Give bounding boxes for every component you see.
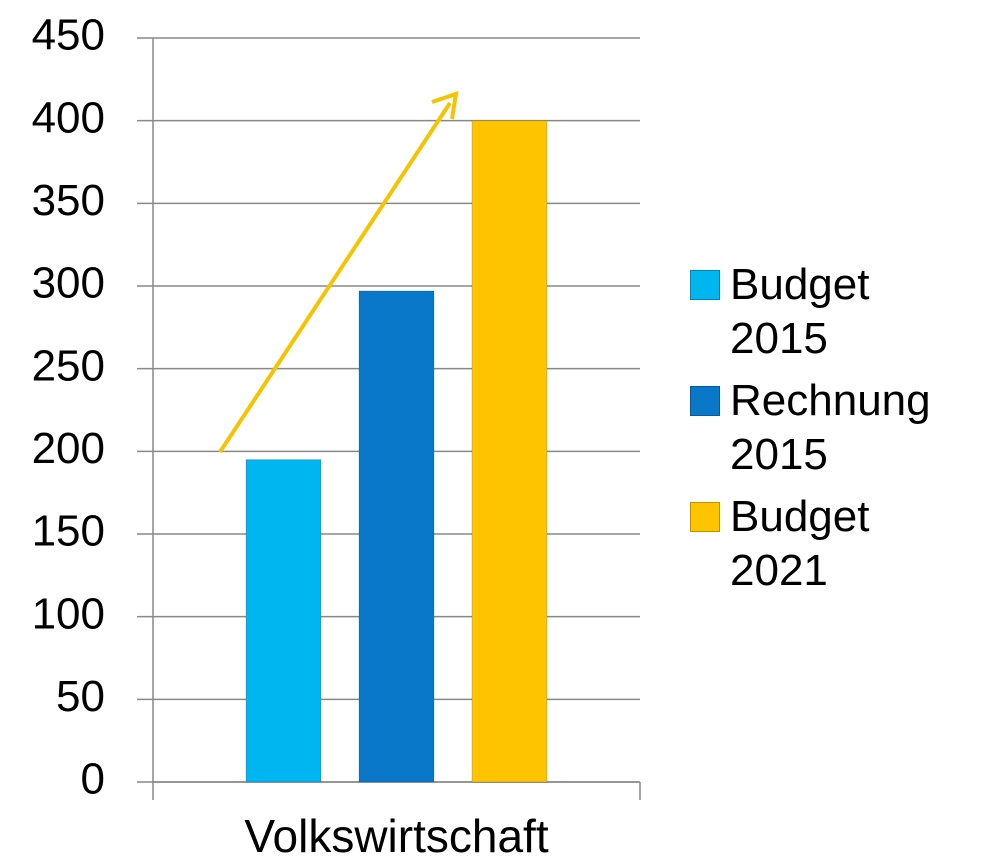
x-tick-label: Volkswirtschaft	[244, 810, 548, 862]
trend-arrow	[218, 101, 452, 454]
y-tick-label: 250	[32, 341, 105, 390]
bar	[245, 459, 322, 783]
legend-label: Rechnung 2015	[730, 376, 931, 479]
bar	[471, 120, 548, 783]
bar	[358, 290, 435, 783]
legend-item: Budget 2021	[690, 490, 980, 598]
arrow-head	[431, 91, 459, 120]
y-tick-label: 400	[32, 93, 105, 142]
y-tick-label: 350	[32, 176, 105, 225]
legend-swatch	[690, 270, 720, 300]
y-tick-label: 50	[56, 672, 105, 721]
legend-label: Budget 2015	[730, 260, 870, 363]
legend-swatch	[690, 386, 720, 416]
y-tick-label: 200	[32, 424, 105, 473]
y-tick-label: 300	[32, 259, 105, 308]
legend-swatch	[690, 502, 720, 532]
y-tick-label: 150	[32, 507, 105, 556]
y-tick-label: 450	[32, 11, 105, 60]
legend-item: Budget 2015	[690, 258, 980, 366]
legend: Budget 2015 Rechnung 2015 Budget 2021	[690, 258, 980, 606]
y-tick-label: 0	[81, 755, 105, 804]
y-tick-label: 100	[32, 589, 105, 638]
legend-item: Rechnung 2015	[690, 374, 980, 482]
legend-label: Budget 2021	[730, 492, 870, 595]
